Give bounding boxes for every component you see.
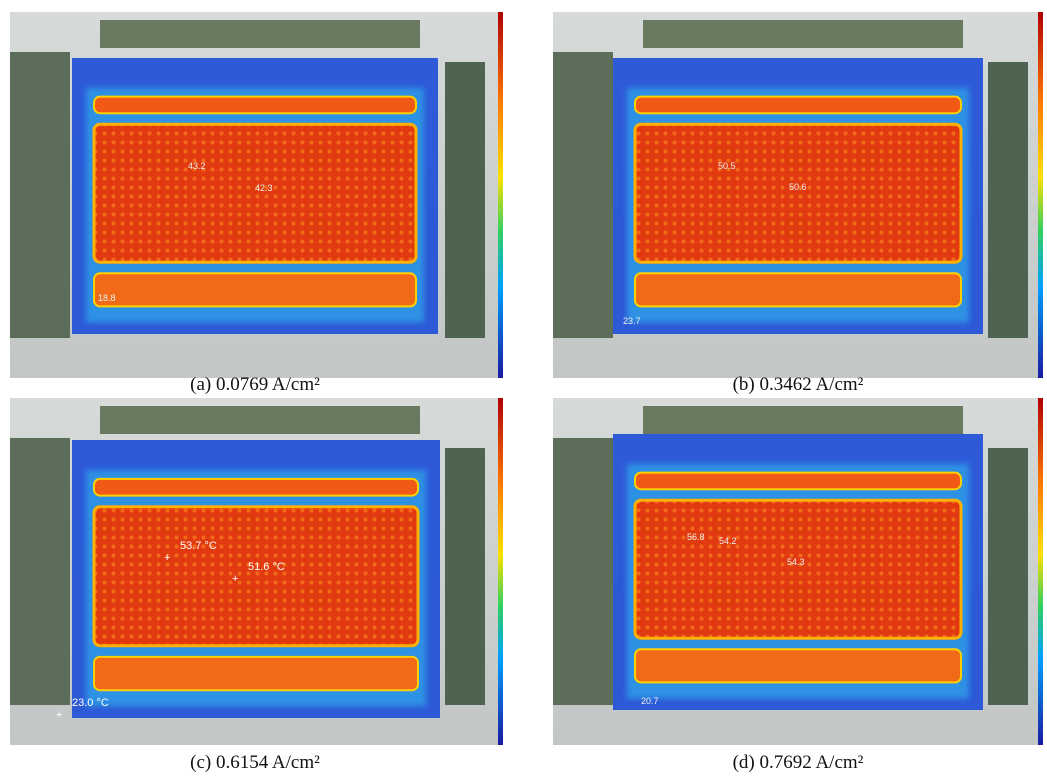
temperature-label: 53.7 °C [180,540,217,552]
circuit-board [988,448,1028,705]
circuit-board [553,52,613,338]
circuit-board [553,438,613,705]
thermal-panel: 50.5 50.6 23.7 [553,12,1043,378]
top-strip [635,473,961,490]
circuit-board [100,406,420,434]
top-strip [94,479,418,496]
color-bar [1038,12,1043,378]
temperature-label: 23.7 [623,316,641,326]
active-area [94,507,418,646]
bottom-strip [635,649,961,682]
temperature-label: 43.2 [188,161,206,171]
temperature-label: 56.8 [687,532,705,542]
cross-marker: + [164,552,170,564]
bottom-strip [94,657,418,690]
temperature-label: 18.8 [98,293,116,303]
panel-caption: (c) 0.6154 A/cm² [190,752,320,773]
circuit-board [643,406,963,434]
thermal-panel: 56.8 54.2 54.3 20.7 [553,398,1043,745]
temperature-label: 54.2 [719,536,737,546]
top-strip [94,97,416,114]
active-area [94,124,416,262]
thermal-panel: 43.2 42.3 18.8 [10,12,503,378]
circuit-board [643,20,963,48]
active-area [635,124,961,262]
cross-marker: + [232,573,238,585]
panel-caption: (a) 0.0769 A/cm² [190,374,320,395]
top-strip [635,97,961,114]
bottom-strip [635,273,961,306]
active-area [635,500,961,638]
temperature-label: 23.0 °C [72,697,109,709]
circuit-board [445,62,485,338]
temperature-label: 51.6 °C [248,561,285,573]
panel-caption: (b) 0.3462 A/cm² [733,374,864,395]
thermal-panel: +53.7 °C +51.6 °C +23.0 °C [10,398,503,745]
figure-canvas: 43.2 42.3 18.8 (a) 0.0769 A/cm² 50.5 50.6 23.7… [0,0,1047,780]
temperature-label: 20.7 [641,696,659,706]
figure: 43.2 42.3 18.8 (a) 0.0769 A/cm² 50.5 50.6 23.7… [0,0,1047,780]
temperature-label: 50.6 [789,182,807,192]
panel-caption: (d) 0.7692 A/cm² [733,752,864,773]
color-bar [498,12,503,378]
circuit-board [10,438,70,705]
cross-marker: + [56,709,62,721]
color-bar [1038,398,1043,745]
circuit-board [10,52,70,338]
temperature-label: 50.5 [718,161,736,171]
circuit-board [988,62,1028,338]
bottom-strip [94,273,416,306]
color-bar [498,398,503,745]
circuit-board [100,20,420,48]
temperature-label: 42.3 [255,183,273,193]
circuit-board [445,448,485,705]
temperature-label: 54.3 [787,557,805,567]
